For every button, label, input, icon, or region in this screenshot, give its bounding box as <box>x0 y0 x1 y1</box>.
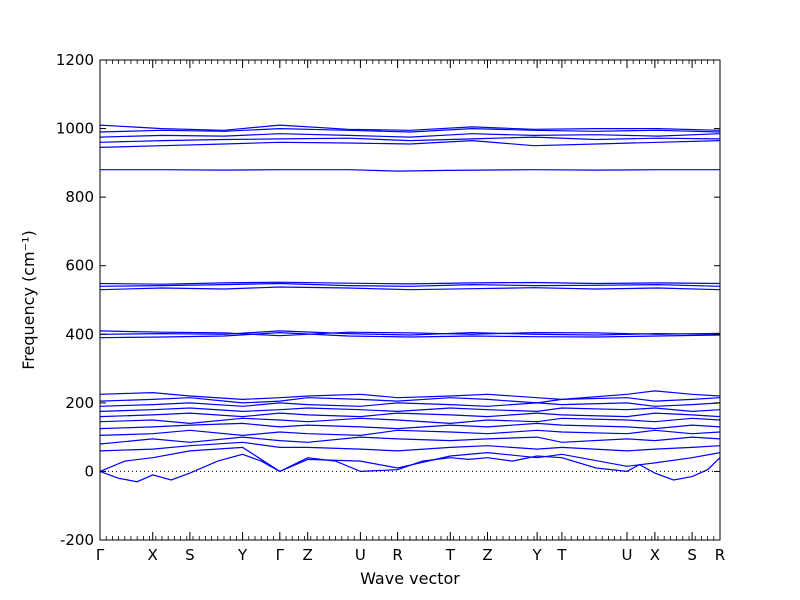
band-line-14 <box>99 330 721 336</box>
band-line-18 <box>99 281 721 285</box>
x-tick-label: S <box>687 546 697 564</box>
series-layer <box>99 124 721 483</box>
x-tick-label: Y <box>532 546 543 564</box>
x-tick-label: Z <box>482 546 492 564</box>
band-line-4 <box>99 436 721 445</box>
band-line-7 <box>99 417 721 425</box>
x-axis-title: Wave vector <box>360 569 460 588</box>
band-line-1 <box>99 453 721 483</box>
band-line-13 <box>99 331 721 339</box>
x-tick-label: Y <box>237 546 248 564</box>
y-tick-label: 1000 <box>56 120 94 138</box>
band-line-22 <box>99 133 721 138</box>
band-line-12 <box>99 390 721 401</box>
band-line-6 <box>99 422 721 430</box>
y-tick-label: -200 <box>60 531 94 549</box>
x-tick-label: X <box>650 546 660 564</box>
band-line-16 <box>99 286 721 291</box>
band-line-17 <box>99 282 721 287</box>
band-line-2 <box>99 446 721 473</box>
band-line-3 <box>99 441 721 452</box>
band-line-21 <box>99 136 721 143</box>
band-line-10 <box>99 402 721 407</box>
band-line-15 <box>99 330 721 337</box>
x-tick-label: Γ <box>96 546 105 564</box>
x-tick-label: R <box>715 546 725 564</box>
y-tick-label: 1200 <box>56 51 94 69</box>
band-line-19 <box>100 169 720 172</box>
band-line-24 <box>99 124 721 131</box>
x-tick-label: S <box>185 546 195 564</box>
y-tick-label: 800 <box>65 188 94 206</box>
band-line-11 <box>99 397 721 404</box>
y-tick-label: 200 <box>65 394 94 412</box>
band-line-23 <box>99 127 721 133</box>
x-tick-label: Z <box>303 546 313 564</box>
x-tick-label: Γ <box>276 546 285 564</box>
plot-frame <box>99 59 721 541</box>
y-tick-label: 400 <box>65 325 94 343</box>
band-line-8 <box>99 412 721 418</box>
x-tick-label: T <box>556 546 567 564</box>
y-tick-label: 600 <box>65 257 94 275</box>
y-tick-label: 0 <box>84 462 94 480</box>
x-tick-label: R <box>392 546 402 564</box>
x-tick-label: X <box>148 546 158 564</box>
band-line-9 <box>99 407 721 413</box>
x-tick-label: T <box>445 546 456 564</box>
band-line-5 <box>99 429 721 437</box>
band-line-20 <box>99 139 721 148</box>
y-axis-title: Frequency (cm⁻¹) <box>19 230 38 369</box>
x-tick-label: U <box>622 546 633 564</box>
x-tick-label: U <box>355 546 366 564</box>
